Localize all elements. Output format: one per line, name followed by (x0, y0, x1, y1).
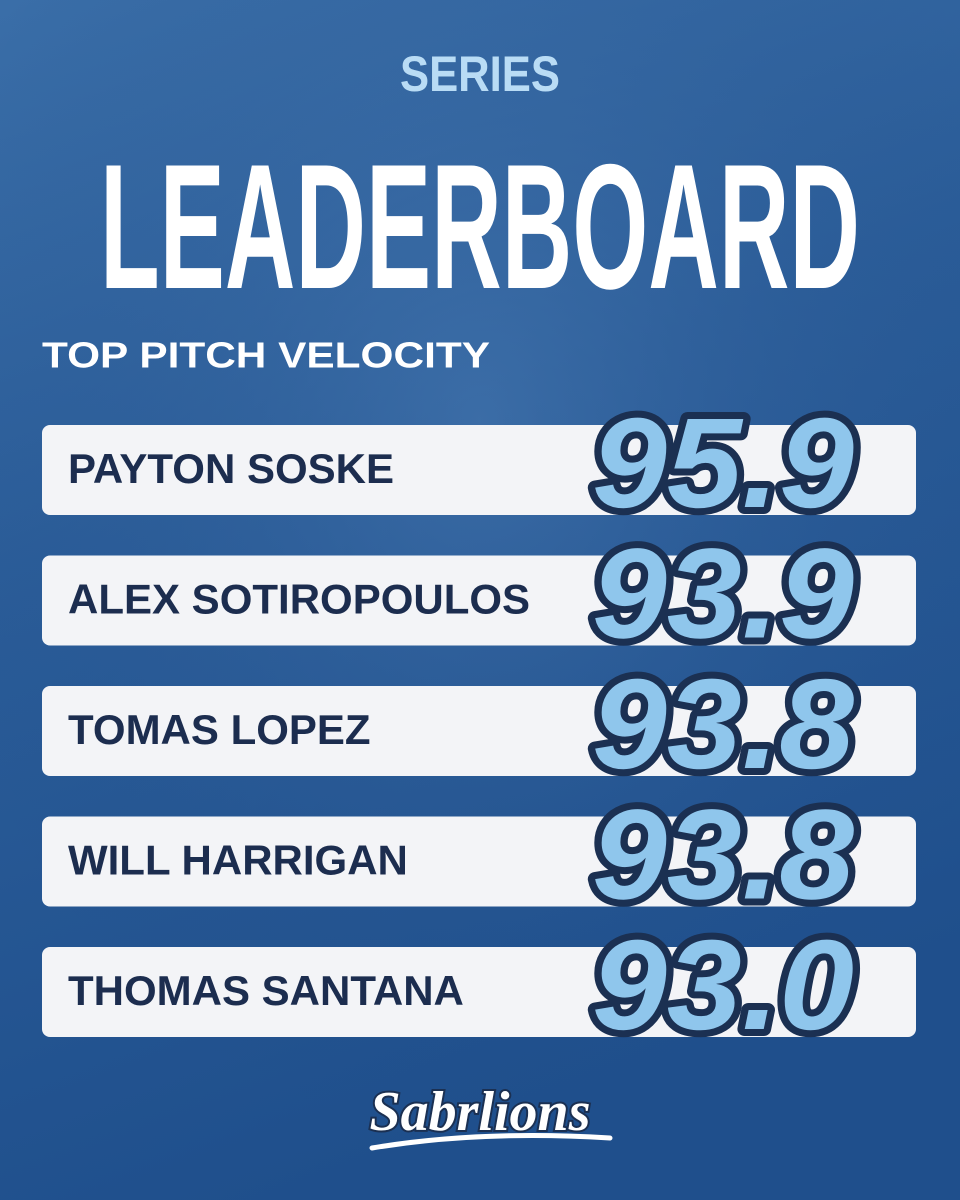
row-card (42, 425, 916, 515)
velocity-value: 93.8 (592, 653, 854, 796)
player-name: WILL HARRIGAN (68, 837, 408, 884)
player-name: THOMAS SANTANA (68, 967, 464, 1014)
logo-swoosh (369, 1133, 613, 1151)
player-name: TOMAS LOPEZ (68, 706, 371, 753)
row-card (42, 947, 916, 1037)
title: LEADERBOARD (100, 127, 860, 326)
section-title: TOP PITCH VELOCITY (42, 335, 490, 376)
logo: Sabrlions (370, 1081, 591, 1143)
velocity-value: 93.9 (592, 523, 854, 666)
kicker: SERIES (400, 46, 560, 102)
velocity-value: 95.9 (592, 392, 854, 535)
velocity-value: 93.0 (592, 914, 854, 1057)
player-name: ALEX SOTIROPOULOS (68, 576, 530, 623)
velocity-value: 93.8 (592, 784, 854, 927)
leaderboard-rows: PAYTON SOSKE ALEX SOTIROPOULOS TOMAS LOPEZ… (42, 385, 916, 1064)
row-card (42, 686, 916, 776)
row-card (42, 555, 916, 646)
player-name: PAYTON SOSKE (68, 445, 394, 492)
row-card (42, 816, 916, 907)
